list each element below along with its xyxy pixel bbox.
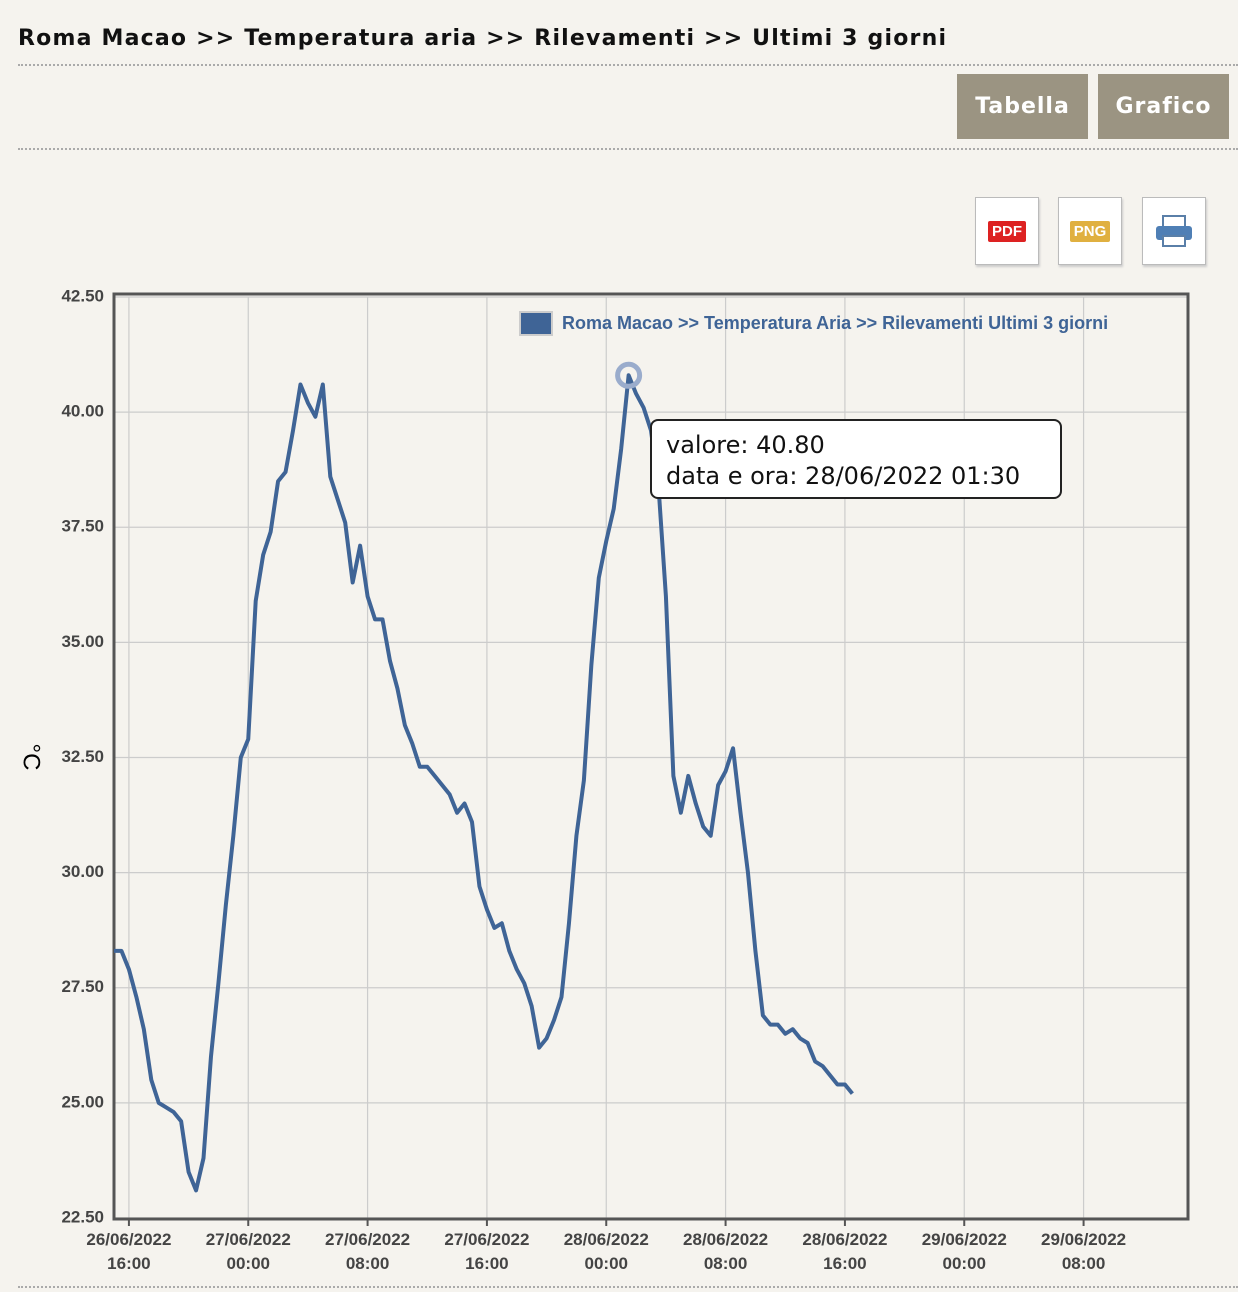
tooltip-line: valore: 40.80 xyxy=(666,431,825,459)
separator xyxy=(18,148,1238,150)
tooltip-line: data e ora: 28/06/2022 01:30 xyxy=(666,462,1021,490)
tooltip: valore: 40.80 data e ora: 28/06/2022 01:3… xyxy=(650,419,1062,499)
series-line xyxy=(114,373,854,1193)
y-tick-label: 37.50 xyxy=(61,517,104,536)
x-tick-label: 28/06/2022 00:00 xyxy=(563,1230,649,1273)
y-tick-label: 25.00 xyxy=(61,1092,104,1111)
y-tick-label: 22.50 xyxy=(61,1207,104,1226)
x-tick-label: 28/06/2022 08:00 xyxy=(683,1230,769,1273)
x-tick-label: 28/06/2022 16:00 xyxy=(802,1230,888,1273)
x-tick-label: 29/06/2022 00:00 xyxy=(921,1230,1007,1273)
breadcrumb: Roma Macao >> Temperatura aria >> Rileva… xyxy=(18,26,948,51)
y-tick-label: 40.00 xyxy=(61,402,104,421)
separator xyxy=(18,64,1238,66)
print[interactable] xyxy=(1142,197,1206,265)
legend-label: Roma Macao >> Temperatura Aria >> Rileva… xyxy=(562,313,1108,333)
tab-button[interactable]: Grafico xyxy=(1098,74,1229,139)
export-pdf[interactable]: PDF xyxy=(975,197,1039,265)
print-icon xyxy=(1156,215,1192,247)
plot-frame xyxy=(112,292,1190,1221)
icon-label: PDF xyxy=(988,220,1026,242)
legend-swatch xyxy=(519,311,553,336)
icon-label: PNG xyxy=(1069,220,1111,242)
x-tick-label: 27/06/2022 00:00 xyxy=(205,1230,291,1273)
x-tick-label: 26/06/2022 16:00 xyxy=(86,1230,172,1273)
separator xyxy=(18,1286,1238,1288)
x-tick-label: 29/06/2022 08:00 xyxy=(1041,1230,1127,1273)
x-tick-label: 27/06/2022 16:00 xyxy=(444,1230,530,1273)
x-tick-label: 27/06/2022 08:00 xyxy=(325,1230,411,1273)
y-tick-label: 32.50 xyxy=(61,747,104,766)
y-tick-label: 42.50 xyxy=(61,286,104,305)
y-tick-label: 27.50 xyxy=(61,977,104,996)
y-tick-label: 30.00 xyxy=(61,862,104,881)
highlight-point xyxy=(615,361,643,389)
export-png[interactable]: PNG xyxy=(1058,197,1122,265)
y-axis-label: °C xyxy=(18,744,45,771)
tab-button[interactable]: Tabella xyxy=(957,74,1088,139)
y-tick-label: 35.00 xyxy=(61,632,104,651)
